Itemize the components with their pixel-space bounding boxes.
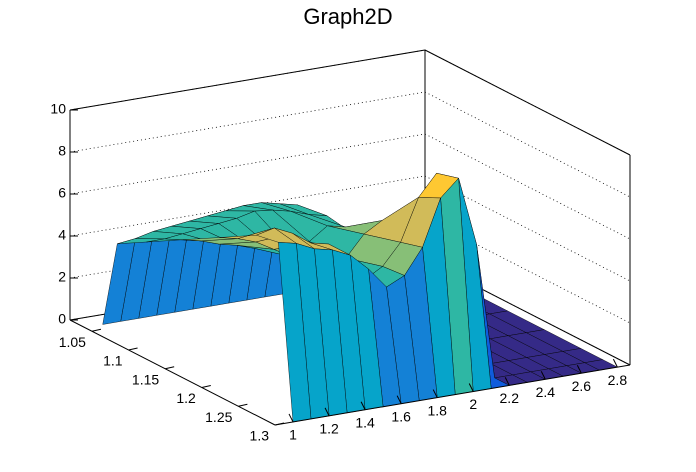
z-tick-label: 2: [58, 269, 66, 285]
x-tick-label: 1.4: [355, 414, 375, 430]
x-tick: [468, 383, 474, 392]
x-tick: [324, 407, 330, 417]
x-tick: [540, 371, 546, 380]
x-tick: [612, 358, 618, 368]
y-tick: [91, 328, 102, 332]
x-tick: [396, 395, 402, 404]
box-edge: [424, 49, 631, 156]
y-tick: [165, 366, 175, 370]
y-tick: [238, 403, 248, 407]
y-tick-label: 1.3: [250, 428, 270, 444]
grid-line: [69, 133, 426, 195]
x-tick-label: 1.2: [319, 421, 339, 437]
y-tick-label: 1.15: [132, 371, 159, 387]
y-tick-label: 1.2: [176, 390, 196, 406]
x-tick-label: 1.8: [427, 402, 447, 418]
z-tick-label: 4: [58, 227, 66, 243]
z-tick-label: 8: [58, 143, 66, 159]
grid-line: [69, 91, 426, 153]
axis-line: [274, 364, 631, 426]
y-tick-label: 1.25: [205, 409, 232, 425]
x-tick: [360, 401, 366, 410]
z-tick-label: 10: [50, 101, 66, 117]
x-tick-label: 1.6: [391, 408, 411, 424]
x-tick-label: 2.4: [536, 384, 556, 400]
x-tick: [576, 364, 582, 374]
x-tick-label: 2.8: [608, 372, 628, 388]
z-tick-label: 6: [58, 185, 66, 201]
y-tick: [201, 385, 211, 388]
y-tick: [128, 347, 138, 351]
y-tick: [274, 422, 285, 426]
grid-line: [69, 49, 426, 111]
y-tick-label: 1.1: [103, 353, 123, 369]
x-tick: [504, 377, 510, 386]
x-tick-label: 2.6: [572, 378, 592, 394]
x-tick-label: 1: [289, 427, 297, 443]
axis-line: [69, 319, 276, 426]
x-tick: [288, 413, 294, 423]
y-tick-label: 1.05: [59, 334, 86, 350]
z-tick-label: 0: [58, 311, 66, 327]
x-tick-label: 2.2: [500, 390, 520, 406]
x-tick: [432, 389, 438, 398]
x-tick-label: 2: [469, 396, 477, 412]
chart-title: Graph2D: [303, 4, 392, 29]
